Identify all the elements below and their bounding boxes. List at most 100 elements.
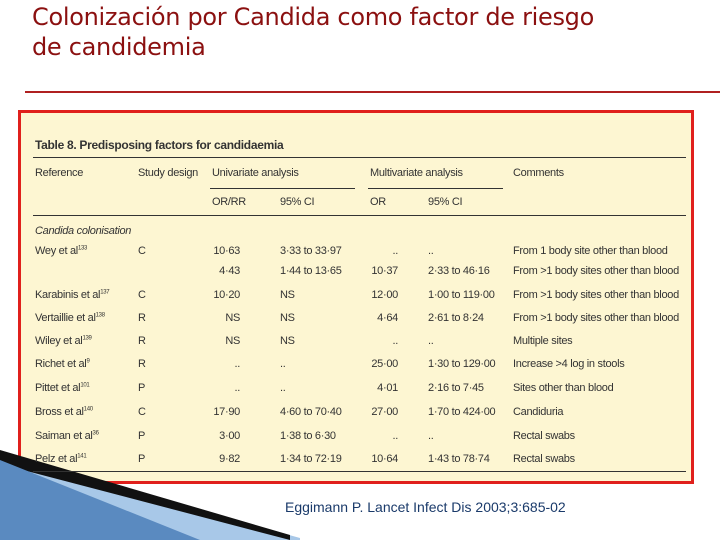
slide-title: Colonización por Candida como factor de … (32, 3, 594, 31)
table-cell: .. (280, 358, 286, 370)
column-header: Reference (35, 167, 84, 179)
table-cell: Pittet et al101 (35, 382, 90, 394)
rule (210, 188, 355, 189)
table-cell: NS (280, 312, 295, 324)
table-cell: 4·43 (219, 265, 240, 277)
rule (33, 157, 686, 158)
rule (368, 188, 503, 189)
table-cell: R (138, 335, 146, 347)
subcolumn-header: OR/RR (212, 196, 246, 208)
table-cell: 4·64 (377, 312, 398, 324)
table-cell: Wiley et al139 (35, 335, 92, 347)
table-title: Table 8. Predisposing factors for candid… (35, 138, 284, 152)
subcolumn-header: OR (370, 196, 386, 208)
table-cell: 1·38 to 6·30 (280, 430, 336, 442)
reference-number: 133 (77, 245, 88, 252)
rule (33, 215, 686, 216)
table-cell: .. (428, 245, 434, 257)
table-cell: 3·00 (219, 430, 240, 442)
decoration (0, 450, 300, 540)
divider (25, 91, 720, 93)
table-cell: .. (392, 335, 398, 347)
table-box (18, 110, 694, 484)
reference-number: 141 (77, 453, 87, 460)
table-cell: P (138, 453, 146, 465)
table-cell: 1·44 to 13·65 (280, 265, 342, 277)
table-cell: .. (392, 245, 398, 257)
reference-number: 36 (92, 430, 99, 437)
table-cell: Karabinis et al137 (35, 289, 110, 301)
table-cell: 10·20 (213, 289, 240, 301)
table-cell: .. (280, 382, 286, 394)
table-cell: 2·16 to 7·45 (428, 382, 484, 394)
table-cell: 12·00 (371, 289, 398, 301)
table-cell: Saiman et al36 (35, 430, 99, 442)
table-cell: Bross et al140 (35, 406, 93, 418)
table-cell: R (138, 358, 146, 370)
table-cell: NS (280, 335, 295, 347)
table-cell: .. (234, 382, 240, 394)
reference-number: 101 (80, 382, 90, 389)
table-cell: 4·60 to 70·40 (280, 406, 342, 418)
reference-number: 138 (95, 312, 105, 319)
table-cell: 25·00 (371, 358, 398, 370)
column-header: Multivariate analysis (370, 167, 463, 179)
table-cell: From >1 body sites other than blood (513, 265, 679, 277)
table-cell: .. (234, 358, 240, 370)
table-cell: NS (225, 312, 240, 324)
table-cell: Wey et al133 (35, 245, 88, 257)
section-label: Candida colonisation (35, 225, 132, 237)
table-cell: P (138, 382, 146, 394)
reference-number: 139 (82, 335, 92, 342)
table-cell: Richet et al9 (35, 358, 90, 370)
table-cell: Candiduria (513, 406, 564, 418)
table-cell: Increase >4 log in stools (513, 358, 625, 370)
table-cell: 10·37 (371, 265, 398, 277)
table-cell: 1·30 to 129·00 (428, 358, 496, 370)
column-header: Study design (138, 167, 198, 179)
table-cell: NS (225, 335, 240, 347)
table-cell: 4·01 (377, 382, 398, 394)
table-cell: C (138, 289, 146, 301)
table-cell: From >1 body sites other than blood (513, 312, 679, 324)
reference-number: 140 (83, 406, 93, 413)
table-cell: 10·64 (371, 453, 398, 465)
table-cell: 9·82 (219, 453, 240, 465)
table-cell: P (138, 430, 146, 442)
table-cell: 1·43 to 78·74 (428, 453, 490, 465)
table-cell: .. (428, 335, 434, 347)
column-header: Comments (513, 167, 564, 179)
column-header: Univariate analysis (212, 167, 299, 179)
subcolumn-header: 95% CI (280, 196, 315, 208)
citation: Eggimann P. Lancet Infect Dis 2003;3:685… (285, 499, 566, 515)
table-cell: 2·61 to 8·24 (428, 312, 484, 324)
reference-number: 9 (86, 358, 90, 365)
table-cell: Multiple sites (513, 335, 573, 347)
table-cell: Rectal swabs (513, 453, 575, 465)
table-cell: 2·33 to 46·16 (428, 265, 490, 277)
table-cell: NS (280, 289, 295, 301)
reference-number: 137 (100, 289, 110, 296)
table-cell: 3·33 to 33·97 (280, 245, 342, 257)
table-cell: 27·00 (371, 406, 398, 418)
table-cell: .. (428, 430, 434, 442)
table-cell: C (138, 406, 146, 418)
table-cell: Vertaillie et al138 (35, 312, 105, 324)
table-cell: Sites other than blood (513, 382, 614, 394)
table-cell: .. (392, 430, 398, 442)
table-cell: 17·90 (213, 406, 240, 418)
table-cell: C (138, 245, 146, 257)
table-cell: From 1 body site other than blood (513, 245, 668, 257)
rule (33, 471, 686, 472)
table-cell: 1·34 to 72·19 (280, 453, 342, 465)
subcolumn-header: 95% CI (428, 196, 463, 208)
slide-title: de candidemia (32, 33, 206, 61)
table-cell: R (138, 312, 146, 324)
table-cell: 1·70 to 424·00 (428, 406, 496, 418)
table-cell: 10·63 (213, 245, 240, 257)
table-cell: Rectal swabs (513, 430, 575, 442)
table-cell: Pelz et al141 (35, 453, 87, 465)
table-cell: 1·00 to 119·00 (428, 289, 495, 301)
table-cell: From >1 body sites other than blood (513, 289, 679, 301)
